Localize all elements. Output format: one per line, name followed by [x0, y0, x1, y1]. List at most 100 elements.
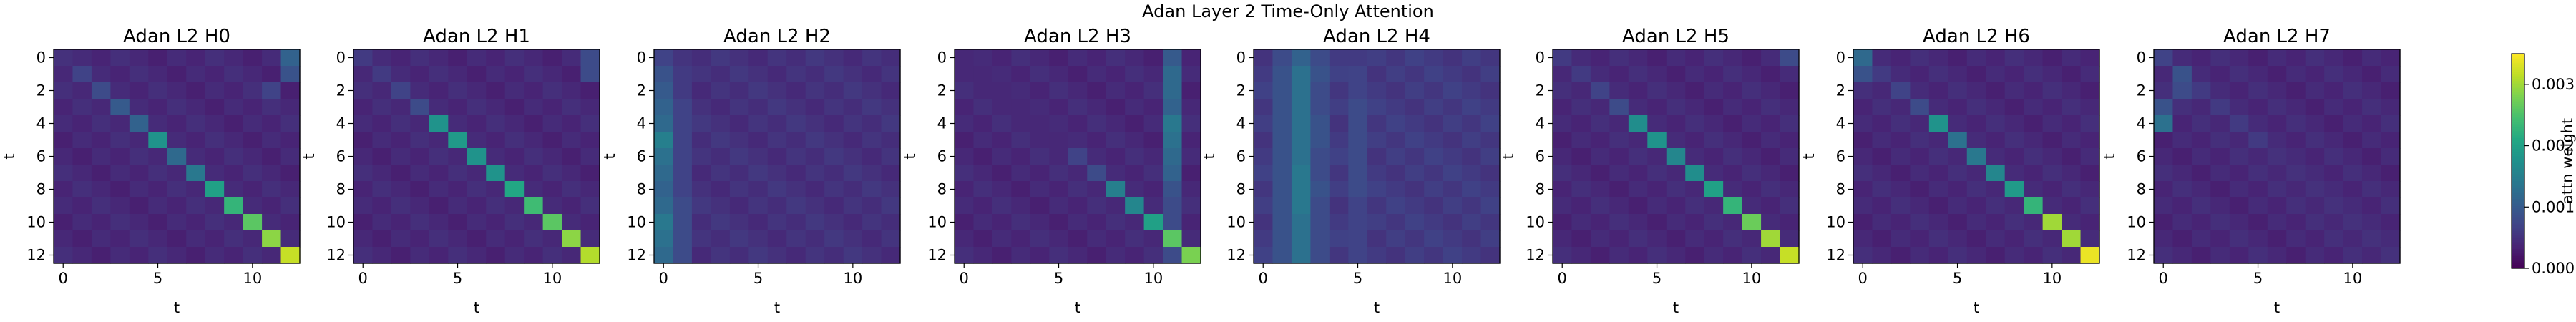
heatmap-cell — [2004, 230, 2024, 248]
heatmap-cell — [391, 99, 411, 116]
heatmap-cell — [1049, 247, 1069, 264]
heatmap-cell — [1647, 165, 1667, 182]
heatmap-cell — [2191, 132, 2211, 149]
heatmap-cell — [786, 148, 806, 165]
heatmap-cell — [580, 165, 600, 182]
heatmap-cell — [786, 197, 806, 215]
colorbar-segment — [2512, 64, 2524, 67]
colorbar-segment — [2512, 91, 2524, 94]
heatmap-cell — [843, 115, 863, 132]
heatmap-cell — [1647, 99, 1667, 116]
heatmap-cell — [2305, 181, 2325, 198]
heatmap-cell — [673, 214, 693, 231]
heatmap-cell — [1329, 230, 1349, 248]
heatmap-cell — [1443, 165, 1463, 182]
heatmap-cell — [1761, 197, 1781, 215]
heatmap-cell — [372, 165, 392, 182]
heatmap-cell — [1087, 132, 1107, 149]
heatmap-cell — [1704, 165, 1724, 182]
heatmap-cell — [2362, 197, 2382, 215]
heatmap-cell — [1761, 181, 1781, 198]
heatmap-cell — [1723, 247, 1743, 264]
heatmap-cell — [54, 230, 74, 248]
y-tick-label: 12 — [326, 247, 346, 264]
heatmap-cell — [524, 247, 544, 264]
heatmap-cell — [353, 247, 374, 264]
y-tick-label: 2 — [336, 82, 346, 99]
heatmap-cell — [1443, 115, 1463, 132]
heatmap-cell — [1761, 49, 1781, 67]
heatmap-cell — [1742, 115, 1762, 132]
heatmap-cell — [1890, 197, 1911, 215]
heatmap-cell — [1087, 115, 1107, 132]
heatmap-cell — [654, 82, 674, 99]
heatmap-cell — [110, 197, 130, 215]
heatmap-cell — [1553, 148, 1573, 165]
heatmap-cell — [1367, 99, 1387, 116]
x-tick-label: 0 — [1558, 270, 1567, 287]
heatmap-cell — [186, 148, 206, 165]
heatmap-cell — [1780, 115, 1800, 132]
heatmap-cell — [2229, 148, 2249, 165]
heatmap-cell — [2362, 181, 2382, 198]
heatmap-cell — [186, 99, 206, 116]
heatmap-cell — [562, 49, 582, 67]
heatmap-cell — [805, 148, 825, 165]
heatmap-cell — [1087, 247, 1107, 264]
heatmap-cell — [1890, 148, 1911, 165]
heatmap-cell — [2267, 214, 2287, 231]
heatmap-cell — [1011, 82, 1031, 99]
heatmap-cell — [1386, 197, 1406, 215]
heatmap-cell — [973, 49, 993, 67]
heatmap-cell — [955, 197, 975, 215]
colorbar-segment — [2512, 79, 2524, 82]
heatmap-cell — [1553, 165, 1573, 182]
heatmap-cell — [992, 197, 1012, 215]
heatmap-cell — [881, 181, 901, 198]
heatmap-cell — [1272, 49, 1292, 67]
heatmap-cell — [524, 230, 544, 248]
heatmap-cell — [711, 181, 731, 198]
heatmap-cell — [1143, 181, 1163, 198]
heatmap-cell — [562, 247, 582, 264]
heatmap-cell — [224, 247, 244, 264]
heatmap-cell — [186, 181, 206, 198]
colorbar-segment — [2512, 191, 2524, 194]
heatmap-cell — [2362, 230, 2382, 248]
heatmap-cell — [372, 49, 392, 67]
x-axis-label: t — [774, 299, 780, 316]
heatmap-cell — [1181, 197, 1201, 215]
heatmap-cell — [1628, 82, 1648, 99]
heatmap-cell — [562, 82, 582, 99]
heatmap-cell — [1125, 165, 1145, 182]
heatmap-cell — [2343, 197, 2363, 215]
heatmap-cell — [2004, 181, 2024, 198]
heatmap-cell — [1254, 99, 1274, 116]
panel-title: Adan L2 H2 — [723, 26, 831, 47]
heatmap-cell — [372, 66, 392, 83]
heatmap-cell — [973, 165, 993, 182]
colorbar-segment — [2512, 141, 2524, 144]
colorbar-segment — [2512, 161, 2524, 164]
colorbar-segment — [2512, 190, 2524, 192]
heatmap-cell — [1571, 247, 1591, 264]
heatmap-cell — [2343, 99, 2363, 116]
heatmap-cell — [2381, 148, 2401, 165]
heatmap-cell — [1424, 82, 1444, 99]
heatmap-cell — [2229, 49, 2249, 67]
heatmap-cell — [2229, 247, 2249, 264]
heatmap-cell — [1966, 115, 1986, 132]
x-tick-label: 0 — [659, 270, 668, 287]
heatmap-cell — [2362, 165, 2382, 182]
heatmap-cell — [654, 197, 674, 215]
heatmap-cell — [1329, 181, 1349, 198]
heatmap-cell — [2248, 230, 2268, 248]
heatmap-cell — [1986, 214, 2006, 231]
heatmap-cell — [1853, 66, 1873, 83]
heatmap-cell — [2324, 49, 2344, 67]
heatmap-cell — [2381, 214, 2401, 231]
heatmap-cell — [1405, 132, 1425, 149]
heatmap-cell — [786, 49, 806, 67]
y-tick-label: 4 — [937, 115, 947, 132]
